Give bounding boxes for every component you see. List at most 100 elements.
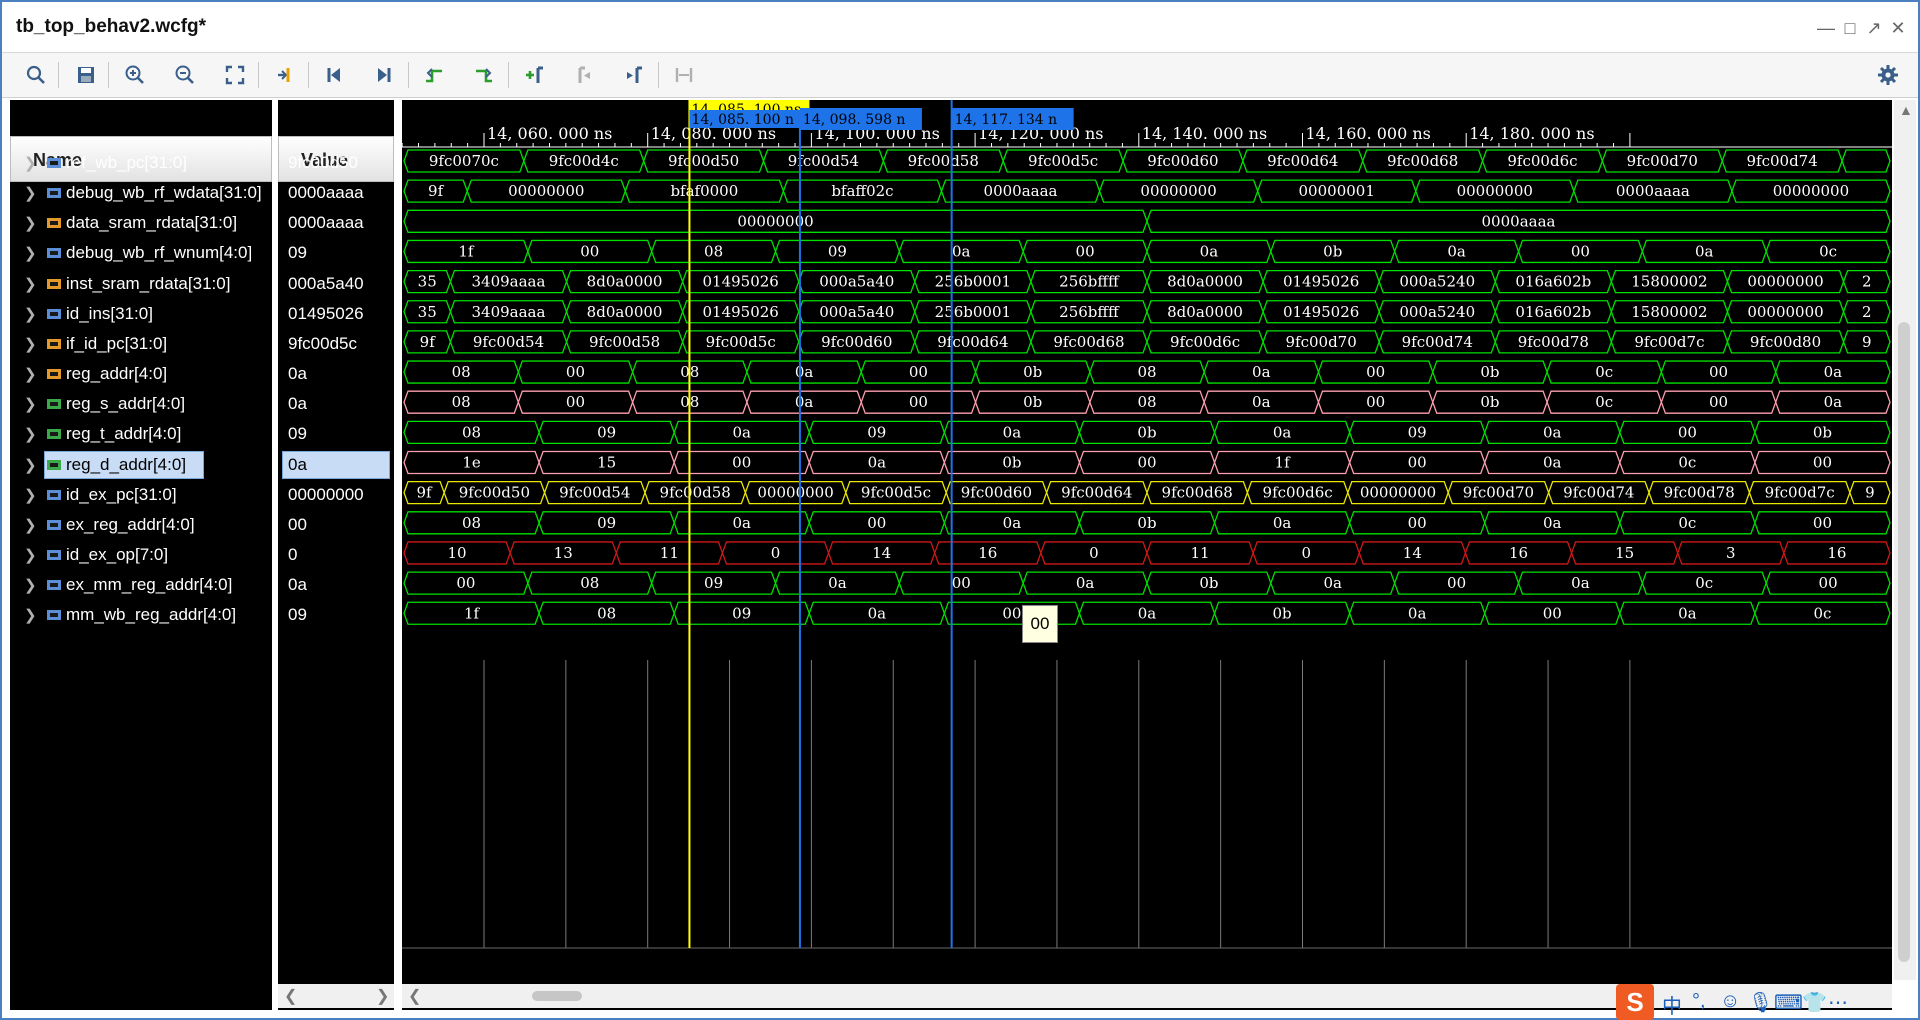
- horizontal-scroll-thumb[interactable]: [532, 991, 582, 1001]
- value-wave-splitter[interactable]: [394, 100, 402, 1010]
- name-value-splitter[interactable]: [272, 100, 278, 1010]
- expand-chevron-icon[interactable]: ❯: [24, 185, 37, 203]
- expand-chevron-icon[interactable]: ❯: [24, 456, 37, 474]
- ime-logo-icon[interactable]: S: [1616, 984, 1654, 1020]
- bus-value-label: bfaff02c: [831, 182, 893, 200]
- next-marker-icon[interactable]: [618, 59, 650, 91]
- expand-chevron-icon[interactable]: ❯: [24, 486, 37, 504]
- bus-value-label: 9fc00d64: [1267, 152, 1338, 170]
- vertical-scroll-thumb[interactable]: [1898, 322, 1910, 962]
- zoom-fit-icon[interactable]: [219, 59, 251, 91]
- vertical-scrollbar[interactable]: ▲: [1894, 100, 1916, 980]
- signal-row[interactable]: ❯ data_sram_rdata[31:0]: [10, 208, 272, 238]
- previous-transition-icon[interactable]: [418, 59, 450, 91]
- signal-row[interactable]: ❯ reg_d_addr[4:0]: [10, 450, 272, 480]
- signal-row[interactable]: ❯ id_ex_pc[31:0]: [10, 480, 272, 510]
- bus-value-label: 0b: [1323, 242, 1342, 260]
- waveform-canvas[interactable]: 14, 060. 000 ns 14, 080. 000 ns 14, 100. 0…: [402, 100, 1892, 1010]
- scroll-up-icon[interactable]: ▲: [1899, 102, 1913, 118]
- bus-value-label: 0a: [1273, 514, 1292, 532]
- zoom-out-icon[interactable]: [169, 59, 201, 91]
- save-icon[interactable]: [70, 59, 102, 91]
- bus-value-label: 00000000: [508, 182, 584, 200]
- signal-row[interactable]: ❯ ex_reg_addr[4:0]: [10, 510, 272, 540]
- signal-row[interactable]: ❯ id_ins[31:0]: [10, 299, 272, 329]
- bus-value-label: 00000000: [1747, 303, 1823, 321]
- signal-row[interactable]: ❯ inst_sram_rdata[31:0]: [10, 269, 272, 299]
- go-to-cursor-icon[interactable]: [268, 59, 300, 91]
- signal-row[interactable]: ❯ ex_mm_reg_addr[4:0]: [10, 570, 272, 600]
- signal-value: 00: [288, 514, 307, 534]
- close-icon[interactable]: ✕: [1890, 18, 1906, 38]
- bus-value-label: 9fc00d4c: [549, 152, 619, 170]
- bus-value-label: 9fc00d6c: [1507, 152, 1577, 170]
- signal-value-row: 09: [278, 600, 394, 630]
- bus-value-label: 9fc00d74: [1563, 484, 1634, 502]
- expand-chevron-icon[interactable]: ❯: [24, 396, 37, 414]
- signal-row[interactable]: ❯ debug_wb_rf_wnum[4:0]: [10, 238, 272, 268]
- keyboard-icon[interactable]: ⌨: [1774, 992, 1803, 1014]
- previous-marker-icon[interactable]: [568, 59, 600, 91]
- expand-chevron-icon[interactable]: ❯: [24, 607, 37, 625]
- next-transition-icon[interactable]: [468, 59, 500, 91]
- add-marker-icon[interactable]: [518, 59, 550, 91]
- tools-icon[interactable]: ⋯: [1828, 992, 1848, 1014]
- expand-chevron-icon[interactable]: ❯: [24, 275, 37, 293]
- bus-value-label: 09: [597, 514, 616, 532]
- bus-value-label: 14: [1403, 544, 1422, 562]
- zoom-in-icon[interactable]: [119, 59, 151, 91]
- signal-row[interactable]: ❯ ref_wb_pc[31:0]: [10, 148, 272, 178]
- settings-icon[interactable]: [1872, 59, 1904, 91]
- bus-signal-icon: [47, 308, 61, 319]
- minimize-icon[interactable]: —: [1817, 18, 1835, 38]
- skin-icon[interactable]: 👕: [1802, 992, 1827, 1014]
- expand-chevron-icon[interactable]: ❯: [24, 335, 37, 353]
- expand-chevron-icon[interactable]: ❯: [24, 426, 37, 444]
- swap-cursors-icon[interactable]: [668, 59, 700, 91]
- punctuation-icon[interactable]: °,: [1692, 990, 1706, 1012]
- expand-chevron-icon[interactable]: ❯: [24, 215, 37, 233]
- restore-icon[interactable]: □: [1844, 18, 1856, 38]
- value-column-header[interactable]: Value: [278, 136, 394, 182]
- float-icon[interactable]: ↗: [1866, 18, 1882, 38]
- waveform-toolbar: [2, 53, 1918, 98]
- search-icon[interactable]: [20, 59, 52, 91]
- expand-chevron-icon[interactable]: ❯: [24, 516, 37, 534]
- bus-value-label: 01495026: [1283, 273, 1359, 291]
- signal-value-row: 0a: [278, 570, 394, 600]
- signal-row[interactable]: ❯ reg_t_addr[4:0]: [10, 419, 272, 449]
- expand-chevron-icon[interactable]: ❯: [24, 245, 37, 263]
- microphone-icon[interactable]: 🎙: [1748, 992, 1774, 1014]
- scroll-left-icon[interactable]: ❮: [284, 988, 298, 1005]
- scroll-left-icon[interactable]: ❮: [408, 988, 422, 1005]
- bus-signal-icon: [47, 580, 61, 591]
- bus-value-label: 16: [978, 544, 997, 562]
- bus-value-label: 0a: [1003, 423, 1022, 441]
- bus-value-label: 09: [704, 574, 723, 592]
- ime-language-label[interactable]: 中: [1662, 996, 1682, 1018]
- signal-value: 0a: [288, 394, 307, 414]
- signal-row[interactable]: ❯ if_id_pc[31:0]: [10, 329, 272, 359]
- expand-chevron-icon[interactable]: ❯: [24, 366, 37, 384]
- signal-row[interactable]: ❯ id_ex_op[7:0]: [10, 540, 272, 570]
- scroll-right-icon[interactable]: ❯: [376, 988, 390, 1005]
- bus-value-label: 00: [867, 514, 886, 532]
- signal-row[interactable]: ❯ mm_wb_reg_addr[4:0]: [10, 600, 272, 630]
- bus-value-label: 0a: [1324, 574, 1343, 592]
- bus-value-label: 09: [1408, 423, 1427, 441]
- go-to-last-time-icon[interactable]: [368, 59, 400, 91]
- bus-value-label: 1f: [458, 242, 475, 260]
- signal-row[interactable]: ❯ reg_s_addr[4:0]: [10, 389, 272, 419]
- expand-chevron-icon[interactable]: ❯: [24, 305, 37, 323]
- bus-signal-icon: [47, 158, 61, 168]
- signal-row[interactable]: ❯ reg_addr[4:0]: [10, 359, 272, 389]
- bus-value-label: 0a: [1543, 423, 1562, 441]
- value-horizontal-scrollbar[interactable]: ❮ ❯: [278, 984, 394, 1008]
- emoji-icon[interactable]: ☺: [1720, 990, 1741, 1012]
- go-to-time-zero-icon[interactable]: [318, 59, 350, 91]
- expand-chevron-icon[interactable]: ❯: [24, 577, 37, 595]
- signal-row[interactable]: ❯ debug_wb_rf_wdata[31:0]: [10, 178, 272, 208]
- expand-chevron-icon[interactable]: ❯: [24, 155, 37, 172]
- bus-value-label: 9fc00d78: [1518, 333, 1589, 351]
- expand-chevron-icon[interactable]: ❯: [24, 546, 37, 564]
